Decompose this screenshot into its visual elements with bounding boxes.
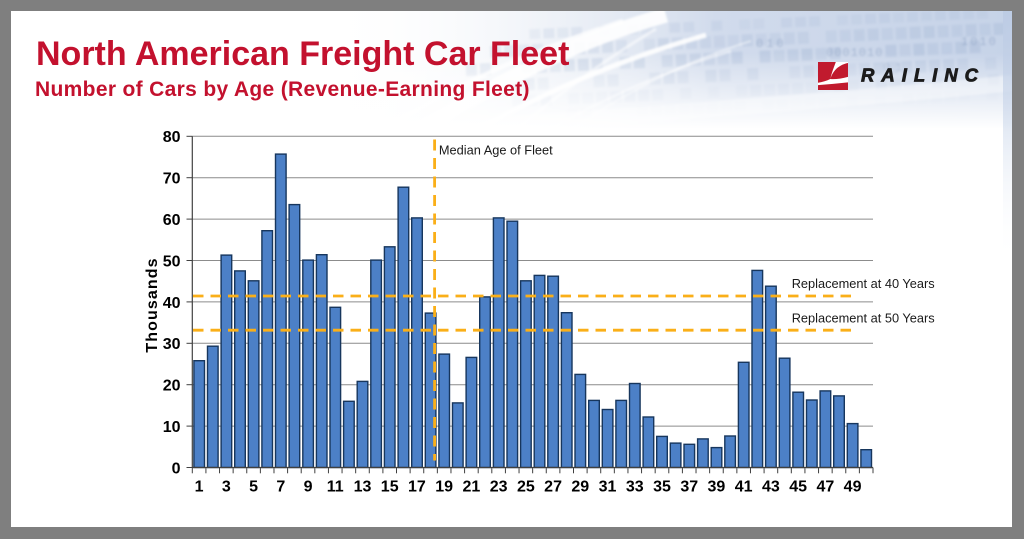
svg-text:11: 11 [327,478,344,495]
svg-text:25: 25 [517,478,535,495]
svg-text:3: 3 [222,478,231,495]
svg-text:29: 29 [571,478,589,495]
svg-text:1: 1 [195,478,204,495]
svg-text:27: 27 [544,478,562,495]
svg-text:19: 19 [435,478,453,495]
svg-text:47: 47 [816,478,834,495]
svg-text:RAILINC: RAILINC [861,65,985,86]
svg-text:43: 43 [762,478,780,495]
svg-text:Thousands: Thousands [144,257,161,352]
svg-text:1010: 1010 [961,35,998,49]
svg-text:10: 10 [163,419,181,436]
svg-text:50: 50 [163,253,181,270]
svg-text:80: 80 [163,129,181,146]
svg-text:23: 23 [490,478,508,495]
svg-text:70: 70 [163,171,181,188]
svg-text:5: 5 [249,478,258,495]
svg-text:40: 40 [163,295,181,312]
svg-text:17: 17 [408,478,426,495]
svg-text:9: 9 [304,478,313,495]
svg-text:Replacement at 50 Years: Replacement at 50 Years [792,310,935,325]
svg-text:31: 31 [599,478,617,495]
svg-text:21: 21 [462,478,480,495]
svg-text:45: 45 [789,478,807,495]
svg-text:15: 15 [381,478,399,495]
svg-text:37: 37 [680,478,698,495]
svg-text:39: 39 [708,478,726,495]
svg-text:7: 7 [276,478,285,495]
svg-text:41: 41 [735,478,753,495]
svg-text:13: 13 [354,478,372,495]
svg-text:60: 60 [163,212,181,229]
svg-text:35: 35 [653,478,671,495]
svg-text:20: 20 [163,378,181,395]
svg-text:Replacement at 40 Years: Replacement at 40 Years [792,276,935,291]
svg-text:010: 010 [756,37,787,51]
svg-text:33: 33 [626,478,644,495]
svg-text:49: 49 [844,478,862,495]
svg-text:Median Age of Fleet: Median Age of Fleet [439,143,553,158]
svg-text:0: 0 [172,460,181,477]
svg-text:30: 30 [163,336,181,353]
